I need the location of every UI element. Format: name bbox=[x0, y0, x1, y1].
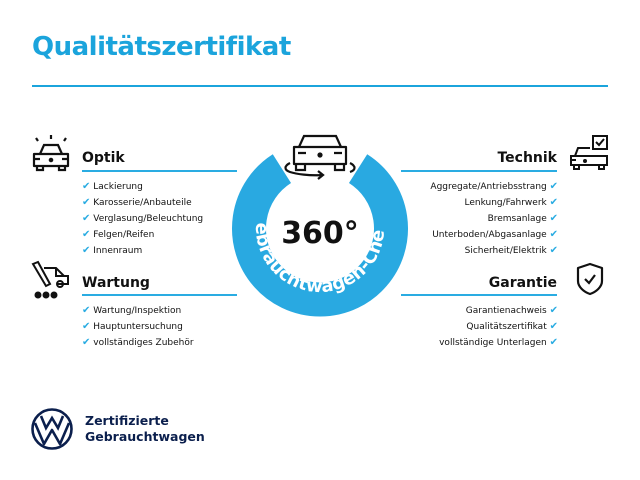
check-icon: ✔ bbox=[549, 181, 558, 192]
list-item: Lenkung/Fahrwerk ✔ bbox=[464, 197, 558, 208]
ring bbox=[232, 154, 408, 317]
check-icon: ✔ bbox=[82, 337, 91, 348]
technik-list: Aggregate/Antriebsstrang ✔ Lenkung/Fahrw… bbox=[380, 179, 558, 259]
list-item: Bremsanlage ✔ bbox=[487, 213, 558, 224]
check-icon: ✔ bbox=[549, 337, 558, 348]
service-tools-icon bbox=[31, 260, 69, 299]
check-icon: ✔ bbox=[82, 321, 91, 332]
list-item: Qualitätszertifikat ✔ bbox=[466, 321, 558, 332]
shield-check-icon bbox=[576, 262, 604, 296]
list-item: ✔ vollständiges Zubehör bbox=[82, 337, 194, 348]
wartung-divider bbox=[82, 294, 237, 296]
check-icon: ✔ bbox=[82, 213, 91, 224]
list-item: vollständige Unterlagen ✔ bbox=[439, 337, 558, 348]
check-360-badge: Gebrauchtwagen-Check 360° bbox=[220, 120, 408, 317]
vw-logo bbox=[31, 408, 73, 450]
list-item: ✔ Karosserie/Anbauteile bbox=[82, 197, 192, 208]
technik-heading: Technik bbox=[497, 150, 557, 166]
list-item: ✔ Wartung/Inspektion bbox=[82, 305, 182, 316]
optik-list: ✔ Lackierung ✔ Karosserie/Anbauteile ✔ V… bbox=[82, 179, 203, 259]
check-icon: ✔ bbox=[549, 321, 558, 332]
check-icon: ✔ bbox=[82, 245, 91, 256]
list-item: ✔ Verglasung/Beleuchtung bbox=[82, 213, 204, 224]
list-item: ✔ Lackierung bbox=[82, 181, 143, 192]
list-item: Aggregate/Antriebsstrang ✔ bbox=[430, 181, 558, 192]
check-icon: ✔ bbox=[82, 229, 91, 240]
brand-line-1: Zertifizierte bbox=[85, 413, 169, 428]
list-item: Sicherheit/Elektrik ✔ bbox=[464, 245, 558, 256]
garantie-list: Garantienachweis ✔ Qualitätszertifikat ✔… bbox=[380, 303, 558, 351]
list-item: ✔ Innenraum bbox=[82, 245, 143, 256]
brand-wordmark: Zertifizierte Gebrauchtwagen bbox=[85, 413, 205, 445]
car-lights-icon bbox=[32, 135, 70, 172]
degrees-label: 360° bbox=[281, 216, 359, 251]
car-checkbox-icon bbox=[570, 135, 608, 170]
check-icon: ✔ bbox=[549, 229, 558, 240]
check-icon: ✔ bbox=[549, 305, 558, 316]
check-icon: ✔ bbox=[549, 213, 558, 224]
check-icon: ✔ bbox=[549, 245, 558, 256]
check-icon: ✔ bbox=[82, 305, 91, 316]
check-icon: ✔ bbox=[82, 197, 91, 208]
garantie-divider bbox=[401, 294, 557, 296]
check-icon: ✔ bbox=[82, 181, 91, 192]
list-item: Garantienachweis ✔ bbox=[465, 305, 558, 316]
list-item: ✔ Hauptuntersuchung bbox=[82, 321, 183, 332]
page-title: Qualitätszertifikat bbox=[32, 32, 291, 62]
rotating-car-icon bbox=[284, 134, 356, 180]
wartung-list: ✔ Wartung/Inspektion ✔ Hauptuntersuchung… bbox=[82, 303, 194, 351]
optik-heading: Optik bbox=[82, 150, 125, 166]
brand-line-2: Gebrauchtwagen bbox=[85, 429, 205, 444]
wartung-heading: Wartung bbox=[82, 275, 150, 291]
optik-divider bbox=[82, 170, 237, 172]
list-item: ✔ Felgen/Reifen bbox=[82, 229, 155, 240]
title-divider bbox=[32, 85, 608, 87]
list-item: Unterboden/Abgasanlage ✔ bbox=[432, 229, 558, 240]
check-icon: ✔ bbox=[549, 197, 558, 208]
garantie-heading: Garantie bbox=[488, 275, 557, 291]
technik-divider bbox=[401, 170, 557, 172]
